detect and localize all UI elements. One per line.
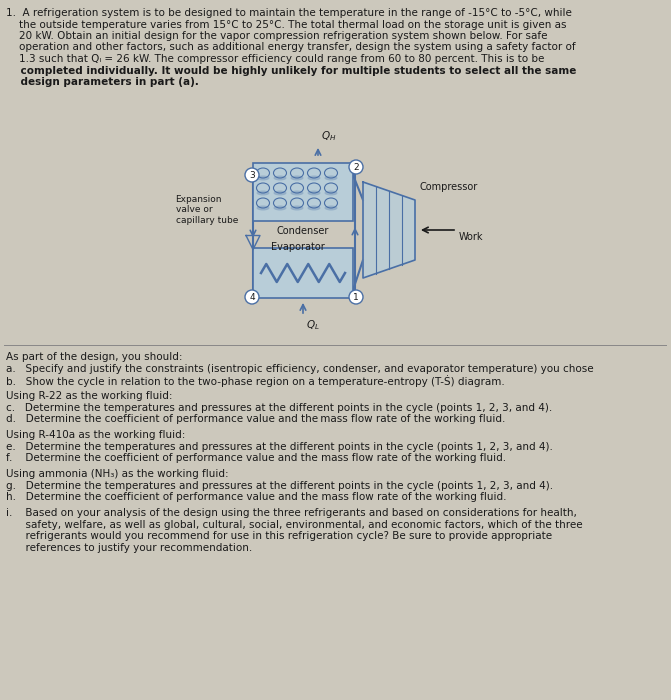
Text: 3: 3 <box>249 171 255 179</box>
Text: 4: 4 <box>249 293 255 302</box>
Ellipse shape <box>325 190 338 195</box>
Ellipse shape <box>256 190 270 195</box>
Circle shape <box>245 290 259 304</box>
Text: 1.3 such that Qₗ = 26 kW. The compressor efficiency could range from 60 to 80 pe: 1.3 such that Qₗ = 26 kW. The compressor… <box>6 54 544 64</box>
Text: h.   Determine the coefficient of performance value and the mass flow rate of th: h. Determine the coefficient of performa… <box>6 492 507 503</box>
Text: As part of the design, you should:: As part of the design, you should: <box>6 352 183 362</box>
Circle shape <box>349 290 363 304</box>
Ellipse shape <box>307 190 321 195</box>
Text: 20 kW. Obtain an initial design for the vapor compression refrigeration system s: 20 kW. Obtain an initial design for the … <box>6 31 548 41</box>
Text: Using R-22 as the working fluid:: Using R-22 as the working fluid: <box>6 391 172 401</box>
Ellipse shape <box>307 176 321 181</box>
Text: $Q_L$: $Q_L$ <box>306 318 320 332</box>
Circle shape <box>245 168 259 182</box>
Text: design parameters in part (a).: design parameters in part (a). <box>6 77 199 87</box>
Ellipse shape <box>325 206 338 211</box>
Text: operation and other factors, such as additional energy transfer, design the syst: operation and other factors, such as add… <box>6 43 576 52</box>
Text: refrigerants would you recommend for use in this refrigeration cycle? Be sure to: refrigerants would you recommend for use… <box>6 531 552 541</box>
Text: g.   Determine the temperatures and pressures at the different points in the cyc: g. Determine the temperatures and pressu… <box>6 481 553 491</box>
Text: b.   Show the cycle in relation to the two-phase region on a temperature-entropy: b. Show the cycle in relation to the two… <box>6 375 505 387</box>
Ellipse shape <box>274 176 287 181</box>
Bar <box>253 163 353 221</box>
Circle shape <box>349 160 363 174</box>
Text: a.   Specify and justify the constraints (isentropic efficiency, condenser, and : a. Specify and justify the constraints (… <box>6 363 594 374</box>
Ellipse shape <box>291 206 303 211</box>
Text: the outside temperature varies from 15°C to 25°C. The total thermal load on the : the outside temperature varies from 15°C… <box>6 20 566 29</box>
Text: Condenser: Condenser <box>277 226 329 236</box>
Text: 1: 1 <box>353 293 359 302</box>
Text: e.   Determine the temperatures and pressures at the different points in the cyc: e. Determine the temperatures and pressu… <box>6 442 553 452</box>
Text: completed individually. It would be highly unlikely for multiple students to sel: completed individually. It would be high… <box>6 66 576 76</box>
Ellipse shape <box>256 206 270 211</box>
Text: 2: 2 <box>353 162 359 172</box>
Text: Using ammonia (NH₃) as the working fluid:: Using ammonia (NH₃) as the working fluid… <box>6 469 229 480</box>
Text: Work: Work <box>459 232 484 242</box>
Text: Compressor: Compressor <box>420 182 478 192</box>
Bar <box>253 248 353 298</box>
Ellipse shape <box>291 176 303 181</box>
Text: Evaporator: Evaporator <box>271 242 325 252</box>
Text: 1.  A refrigeration system is to be designed to maintain the temperature in the : 1. A refrigeration system is to be desig… <box>6 8 572 18</box>
Text: i.    Based on your analysis of the design using the three refrigerants and base: i. Based on your analysis of the design … <box>6 508 577 519</box>
Text: f.    Determine the coefficient of performance value and the mass flow rate of t: f. Determine the coefficient of performa… <box>6 453 506 463</box>
Text: $Q_H$: $Q_H$ <box>321 130 336 143</box>
Ellipse shape <box>274 206 287 211</box>
Text: references to justify your recommendation.: references to justify your recommendatio… <box>6 543 252 553</box>
Ellipse shape <box>325 176 338 181</box>
Ellipse shape <box>256 176 270 181</box>
Text: Expansion
valve or  
capillary tube: Expansion valve or capillary tube <box>176 195 238 225</box>
Ellipse shape <box>307 206 321 211</box>
Text: Using R-410a as the working fluid:: Using R-410a as the working fluid: <box>6 430 185 440</box>
Ellipse shape <box>291 190 303 195</box>
Ellipse shape <box>274 190 287 195</box>
Text: d.   Determine the coefficient of performance value and the mass flow rate of th: d. Determine the coefficient of performa… <box>6 414 505 424</box>
Text: safety, welfare, as well as global, cultural, social, environmental, and economi: safety, welfare, as well as global, cult… <box>6 520 582 530</box>
Polygon shape <box>363 182 415 278</box>
Text: c.   Determine the temperatures and pressures at the different points in the cyc: c. Determine the temperatures and pressu… <box>6 402 552 412</box>
